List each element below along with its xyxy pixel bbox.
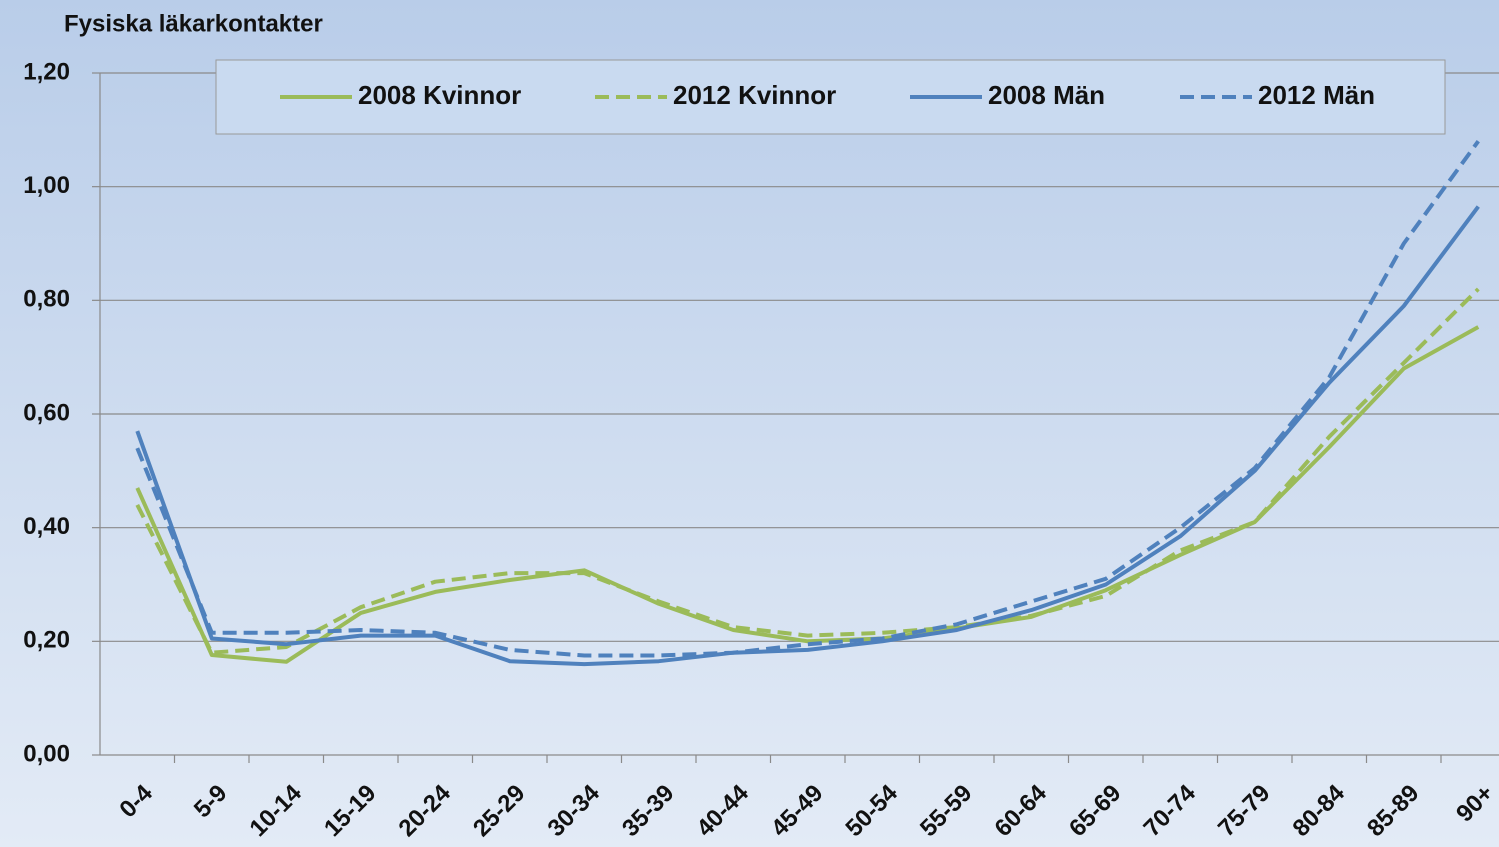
- y-tick-label: 0,40: [23, 513, 70, 540]
- legend-label: 2012 Män: [1258, 80, 1375, 110]
- legend-label: 2012 Kvinnor: [673, 80, 836, 110]
- y-tick-label: 1,20: [23, 58, 70, 85]
- legend-label: 2008 Män: [988, 80, 1105, 110]
- series-line: [135, 287, 1480, 655]
- series-line: [135, 205, 1480, 667]
- y-tick-label: 0,20: [23, 627, 70, 654]
- series-line: [135, 325, 1480, 664]
- y-tick-label: 0,80: [23, 286, 70, 313]
- y-tick-label: 0,00: [23, 740, 70, 767]
- y-tick-label: 1,00: [23, 172, 70, 199]
- series-line: [135, 140, 1480, 658]
- legend-label: 2008 Kvinnor: [358, 80, 521, 110]
- y-tick-label: 0,60: [23, 399, 70, 426]
- legend-box: [215, 59, 1446, 135]
- chart-title: Fysiska läkarkontakter: [64, 10, 323, 37]
